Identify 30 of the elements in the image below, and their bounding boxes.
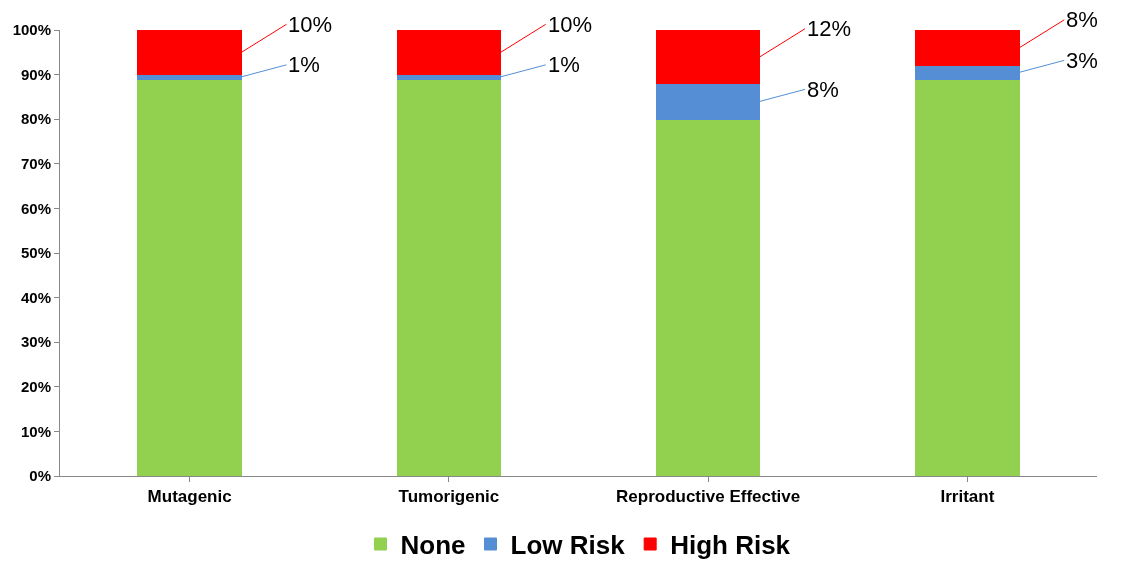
y-tick-label: 80% [20,110,51,128]
bar [915,78,1020,476]
y-tick-label: 20% [20,378,51,396]
x-tick-label: Reproductive Effective [616,487,801,507]
legend-label: High Risk [670,530,791,561]
y-tick-label: 100% [12,21,51,39]
data-label: 12% [807,16,852,41]
data-label: 8% [1066,7,1098,32]
data-label: 1% [288,52,320,77]
data-label: 3% [1066,48,1098,73]
bar [655,118,761,476]
y-tick-label: 50% [20,244,51,262]
data-label: 1% [548,52,580,77]
data-label: 10% [548,12,593,37]
y-tick-label: 60% [20,199,51,217]
bar [137,78,242,476]
data-label: 8% [807,77,839,102]
legend-label: Low Risk [510,530,626,561]
x-tick-label: Mutagenic [147,487,232,507]
data-label: 10% [288,12,333,37]
legend-label: None [400,530,466,561]
bar [396,78,502,476]
x-tick-label: Irritant [940,487,995,507]
y-tick-label: 90% [20,65,51,83]
y-tick-label: 0% [29,467,51,485]
y-tick-label: 10% [20,422,51,440]
y-tick-label: 30% [20,333,51,351]
y-tick-label: 70% [20,155,51,173]
x-tick-label: Tumorigenic [398,487,500,507]
y-tick-label: 40% [20,288,51,306]
